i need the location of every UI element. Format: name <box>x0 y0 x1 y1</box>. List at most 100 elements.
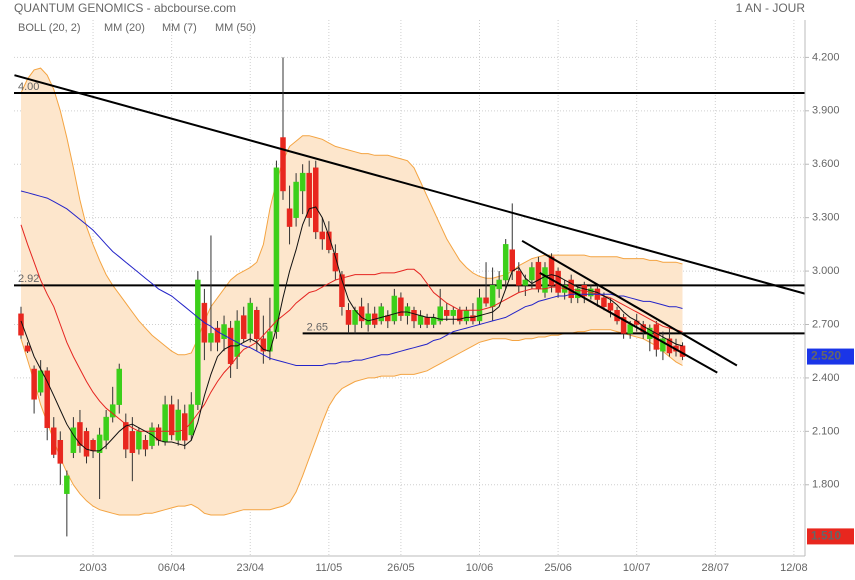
moving-average <box>20 224 683 432</box>
candle-body <box>430 317 437 325</box>
candle-body <box>489 285 496 307</box>
candle-body <box>175 409 181 441</box>
candle-body <box>70 427 77 453</box>
period: 1 AN - JOUR <box>736 1 806 15</box>
candle-body <box>286 208 293 227</box>
y-tick-label: 2.400 <box>812 372 840 384</box>
trend-line <box>521 239 738 367</box>
candle-body <box>31 368 37 400</box>
chart-title: QUANTUM GENOMICS - abcbourse.com <box>14 1 236 15</box>
candle-body <box>77 422 83 446</box>
x-tick-label: 12/08 <box>780 562 808 574</box>
candle-body <box>607 302 614 311</box>
moving-average <box>20 190 683 366</box>
y-tick-label: 2.100 <box>812 425 840 437</box>
support-label: 2.92 <box>18 273 39 285</box>
y-tick-label: 3.900 <box>812 105 840 117</box>
candle-body <box>254 310 260 340</box>
candle-body <box>391 295 398 322</box>
candle-body <box>345 310 352 325</box>
candle-body <box>404 306 411 316</box>
candle-body <box>450 310 457 316</box>
y-tick-label: 3.600 <box>812 158 840 170</box>
legend-label: MM (7) <box>162 22 197 34</box>
candle-body <box>214 327 221 343</box>
candle-body <box>516 270 522 286</box>
candle-body <box>601 297 607 307</box>
candle-body <box>182 413 188 441</box>
candle-body <box>168 404 175 436</box>
candle-body <box>358 306 365 322</box>
candle-body <box>103 416 109 441</box>
axis-layer: 1.800 2.100 2.400 2.700 3.000 3.300 3.600 3.900… <box>14 20 854 574</box>
x-tick-label: 06/04 <box>158 562 186 574</box>
x-tick-label: 10/06 <box>466 562 494 574</box>
price-badge-label: 2.520 <box>811 349 841 363</box>
candle-body <box>280 137 286 192</box>
x-tick-label: 28/07 <box>702 562 730 574</box>
candle-body <box>542 267 548 293</box>
band-upper <box>20 67 683 356</box>
candle-body <box>90 440 96 452</box>
trend-line <box>539 271 718 374</box>
price-badge <box>807 528 854 545</box>
x-tick-label: 26/05 <box>387 562 415 574</box>
candle-body <box>240 315 247 340</box>
support-label: 2.65 <box>307 321 328 333</box>
x-tick-label: 25/06 <box>544 562 572 574</box>
candle-body <box>18 313 24 336</box>
price-badge-label: 1.510 <box>811 529 841 543</box>
band-fill <box>21 68 683 515</box>
x-tick-label: 20/03 <box>79 562 107 574</box>
candle-body <box>483 297 489 304</box>
y-tick-label: 3.000 <box>812 265 840 277</box>
candle-body <box>129 431 136 453</box>
candle-body <box>470 315 476 322</box>
candle-body <box>24 345 31 352</box>
candle-body <box>620 317 627 334</box>
candle-body <box>660 338 666 352</box>
candle-body <box>142 440 149 450</box>
candle-body <box>162 404 168 443</box>
candle-body <box>332 253 339 272</box>
legend-label: MM (50) <box>215 22 256 34</box>
y-tick-label: 1.800 <box>812 479 840 491</box>
candle-body <box>496 279 502 290</box>
candle-body <box>260 338 267 352</box>
candle-body <box>529 267 535 281</box>
candle-body <box>313 167 319 233</box>
candle-body <box>267 331 273 352</box>
candle-body <box>463 310 470 322</box>
candle-body <box>247 302 253 334</box>
x-tick-label: 11/05 <box>315 562 342 574</box>
candle-body <box>57 440 64 464</box>
moving-average <box>20 206 683 452</box>
y-tick-label: 3.300 <box>812 212 840 224</box>
candle-body <box>44 370 50 429</box>
legend-label: BOLL (20, 2) <box>18 22 81 34</box>
candle-body <box>424 317 430 325</box>
candle-body <box>398 297 404 316</box>
candle-body <box>234 320 240 357</box>
trend-line <box>14 74 805 295</box>
y-tick-label: 2.700 <box>812 318 840 330</box>
legend-label: MM (20) <box>104 22 145 34</box>
candle-body <box>365 313 371 325</box>
candle-body <box>502 244 509 281</box>
candle-body <box>123 422 129 450</box>
candle-body <box>64 475 70 494</box>
candle-body <box>293 181 299 218</box>
candle-body <box>208 333 214 343</box>
candle-body <box>522 279 529 286</box>
y-tick-label: 4.200 <box>812 51 840 63</box>
candle-body <box>195 279 201 405</box>
candle-body <box>96 434 103 453</box>
candle-body <box>319 231 326 240</box>
candle-body <box>306 172 312 218</box>
candle-body <box>535 261 542 290</box>
candle-body <box>83 431 90 457</box>
candle-body <box>417 315 424 325</box>
candle-body <box>437 306 443 322</box>
candle-body <box>37 370 44 393</box>
